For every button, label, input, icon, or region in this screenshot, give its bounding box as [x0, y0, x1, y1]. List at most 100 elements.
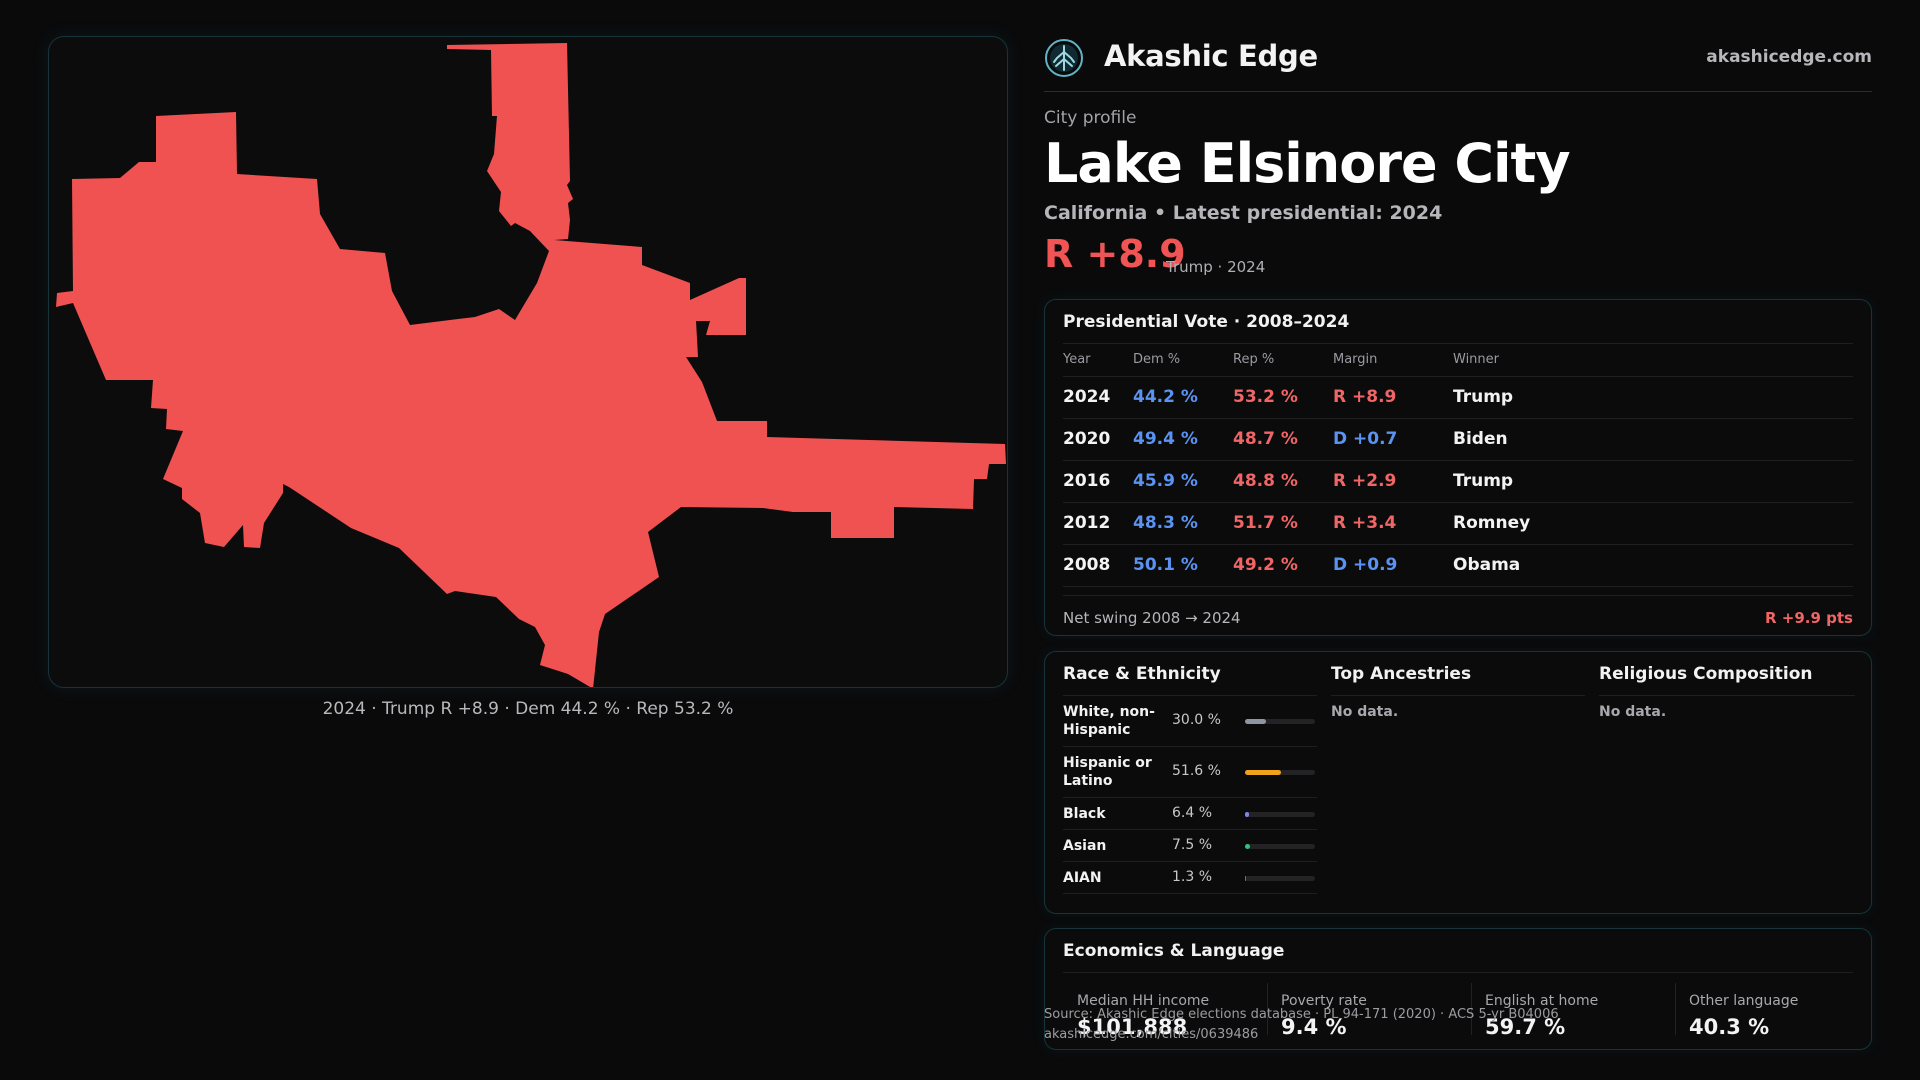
- akashic-tree-icon[interactable]: [1044, 38, 1084, 78]
- econ-divider: [1675, 983, 1676, 1035]
- vote-year: 2024: [1063, 376, 1133, 419]
- race-pct: 51.6 %: [1172, 763, 1221, 779]
- econ-divider: [1471, 983, 1472, 1035]
- vote-dem: 50.1 %: [1133, 544, 1233, 587]
- race-bar-fill: [1245, 719, 1266, 724]
- race-row: Asian 7.5 %: [1063, 830, 1317, 862]
- economics-card: Economics & Language Median HH income $1…: [1044, 928, 1872, 1050]
- econ-label: English at home: [1485, 993, 1599, 1009]
- demographics-card: Race & Ethnicity White, non-Hispanic 30.…: [1044, 651, 1872, 914]
- race-row: Hispanic or Latino 51.6 %: [1063, 747, 1317, 798]
- race-bar-track: [1245, 812, 1315, 817]
- col-margin: Margin: [1333, 344, 1453, 377]
- vote-rep: 49.2 %: [1233, 544, 1333, 587]
- latest-margin-note: Trump · 2024: [1166, 258, 1266, 276]
- race-pct: 1.3 %: [1172, 869, 1213, 885]
- brand-header: Akashic Edge akashicedge.com: [1044, 36, 1872, 92]
- econ-value: 9.4 %: [1281, 1015, 1347, 1039]
- race-label: White, non-Hispanic: [1063, 704, 1155, 738]
- econ-divider: [1267, 983, 1268, 1035]
- race-label: Black: [1063, 806, 1106, 822]
- latest-margin-value: R +8.9: [1044, 232, 1186, 276]
- vote-winner: Romney: [1453, 502, 1853, 545]
- race-title: Race & Ethnicity: [1063, 652, 1317, 696]
- vote-winner: Trump: [1453, 376, 1853, 419]
- brand-url-link[interactable]: akashicedge.com: [1706, 47, 1872, 67]
- race-list: White, non-Hispanic 30.0 % Hispanic or L…: [1063, 696, 1317, 894]
- race-bar-track: [1245, 844, 1315, 849]
- vote-winner: Obama: [1453, 544, 1853, 587]
- religion-empty: No data.: [1599, 704, 1667, 720]
- race-bar-fill: [1245, 812, 1250, 817]
- net-swing-label: Net swing 2008 → 2024: [1063, 608, 1241, 627]
- net-swing-row: Net swing 2008 → 2024 R +9.9 pts: [1063, 594, 1853, 637]
- ancestries-empty: No data.: [1331, 704, 1399, 720]
- table-row: 2012 48.3 % 51.7 % R +3.4 Romney: [1063, 502, 1853, 545]
- econ-value: 59.7 %: [1485, 1015, 1566, 1039]
- vote-margin: R +2.9: [1333, 460, 1453, 503]
- vote-winner: Trump: [1453, 460, 1853, 503]
- table-row: 2016 45.9 % 48.8 % R +2.9 Trump: [1063, 460, 1853, 503]
- vote-year: 2008: [1063, 544, 1133, 587]
- col-year: Year: [1063, 344, 1133, 377]
- race-row: White, non-Hispanic 30.0 %: [1063, 696, 1317, 747]
- vote-rep: 48.7 %: [1233, 418, 1333, 461]
- vote-table-header: Year Dem % Rep % Margin Winner: [1063, 344, 1853, 377]
- source-note: Source: Akashic Edge elections database …: [1044, 1007, 1559, 1022]
- vote-dem: 45.9 %: [1133, 460, 1233, 503]
- vote-table: Year Dem % Rep % Margin Winner 2024 44.2…: [1063, 344, 1853, 587]
- econ-english-home: English at home 59.7 %: [1471, 981, 1675, 1041]
- vote-rep: 48.8 %: [1233, 460, 1333, 503]
- presidential-vote-card: Presidential Vote · 2008–2024 Year Dem %…: [1044, 299, 1872, 636]
- race-bar-track: [1245, 770, 1315, 775]
- econ-poverty-rate: Poverty rate 9.4 %: [1267, 981, 1471, 1041]
- vote-year: 2016: [1063, 460, 1133, 503]
- econ-value: 40.3 %: [1689, 1015, 1770, 1039]
- vote-rep: 51.7 %: [1233, 502, 1333, 545]
- econ-other-language: Other language 40.3 %: [1675, 981, 1879, 1041]
- ancestries-title: Top Ancestries: [1331, 652, 1585, 696]
- vote-winner: Biden: [1453, 418, 1853, 461]
- vote-dem: 44.2 %: [1133, 376, 1233, 419]
- economics-grid: Median HH income $101,888 Poverty rate 9…: [1063, 973, 1853, 1049]
- economics-title: Economics & Language: [1063, 929, 1853, 973]
- race-bar-fill: [1245, 844, 1251, 849]
- latest-margin: R +8.9 Trump · 2024: [1044, 232, 1872, 278]
- vote-dem: 49.4 %: [1133, 418, 1233, 461]
- vote-margin: R +3.4: [1333, 502, 1453, 545]
- vote-card-title: Presidential Vote · 2008–2024: [1063, 300, 1853, 344]
- permalink[interactable]: akashicedge.com/cities/0639486: [1044, 1027, 1259, 1042]
- race-bar-track: [1245, 719, 1315, 724]
- city-boundary-svg: [56, 43, 1006, 688]
- page-title: Lake Elsinore City: [1044, 132, 1571, 195]
- race-label: AIAN: [1063, 870, 1102, 886]
- econ-label: Poverty rate: [1281, 993, 1367, 1009]
- vote-year: 2012: [1063, 502, 1133, 545]
- profile-kicker: City profile: [1044, 108, 1137, 128]
- net-swing-value: R +9.9 pts: [1765, 608, 1853, 627]
- race-pct: 30.0 %: [1172, 712, 1221, 728]
- race-pct: 6.4 %: [1172, 805, 1213, 821]
- religion-section: Religious Composition No data.: [1599, 652, 1855, 913]
- race-row: Black 6.4 %: [1063, 798, 1317, 830]
- ancestries-section: Top Ancestries No data.: [1331, 652, 1585, 913]
- table-row: 2024 44.2 % 53.2 % R +8.9 Trump: [1063, 376, 1853, 419]
- race-label: Hispanic or Latino: [1063, 755, 1152, 789]
- profile-panel: Akashic Edge akashicedge.com City profil…: [1044, 36, 1872, 1050]
- race-bar-track: [1245, 876, 1315, 881]
- map-caption: 2024 · Trump R +8.9 · Dem 44.2 % · Rep 5…: [322, 699, 734, 719]
- city-boundary-shape[interactable]: [56, 43, 1006, 688]
- vote-rep: 53.2 %: [1233, 376, 1333, 419]
- vote-margin: D +0.7: [1333, 418, 1453, 461]
- table-row: 2008 50.1 % 49.2 % D +0.9 Obama: [1063, 544, 1853, 587]
- brand-name[interactable]: Akashic Edge: [1104, 39, 1318, 73]
- profile-subtitle: California • Latest presidential: 2024: [1044, 202, 1443, 224]
- city-boundary-map[interactable]: [48, 36, 1008, 688]
- vote-dem: 48.3 %: [1133, 502, 1233, 545]
- page-footer: Source: Akashic Edge elections database …: [1044, 1005, 1559, 1045]
- col-winner: Winner: [1453, 344, 1853, 377]
- vote-margin: D +0.9: [1333, 544, 1453, 587]
- col-dem: Dem %: [1133, 344, 1233, 377]
- col-rep: Rep %: [1233, 344, 1333, 377]
- econ-label: Other language: [1689, 993, 1799, 1009]
